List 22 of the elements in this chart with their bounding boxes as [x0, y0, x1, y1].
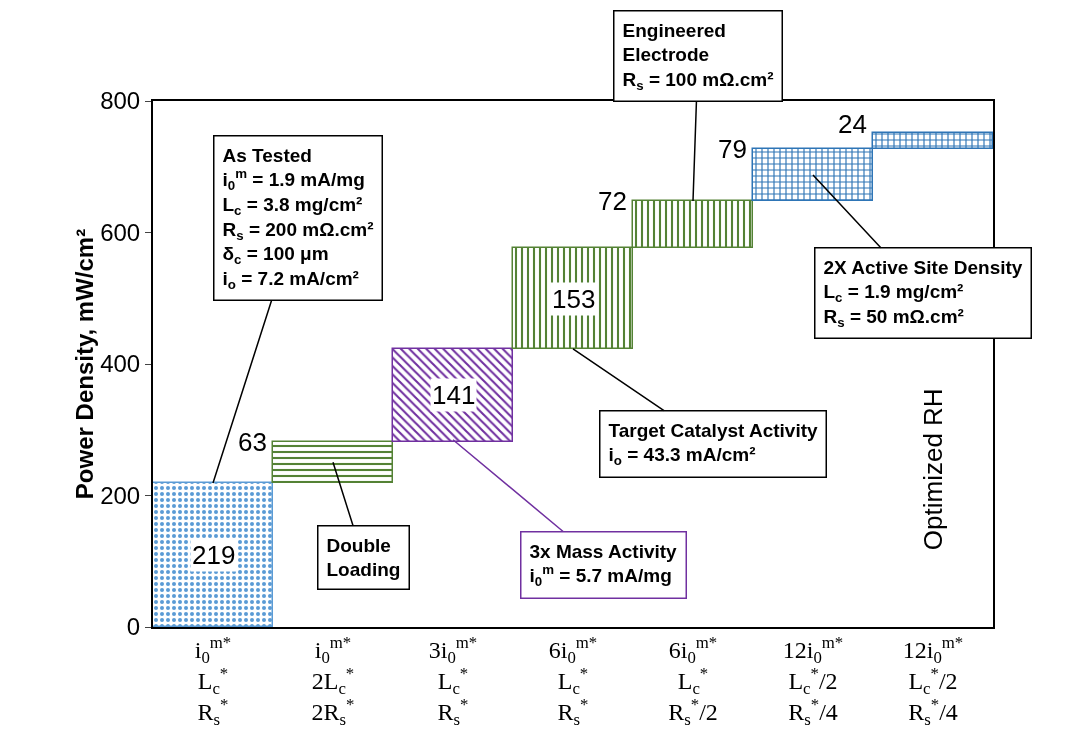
- annotation: Double Loading: [326, 534, 401, 581]
- data-label: 141: [432, 380, 476, 410]
- annotation: 2X Active Site Density L$_{c}$ = 1.9 mg/cm² R$_{s}$ = 50 mΩ.cm²: [823, 256, 1023, 330]
- bar: [271, 440, 393, 483]
- data-label: 153: [552, 284, 596, 314]
- data-label: 24: [838, 109, 867, 139]
- data-label: 63: [238, 427, 267, 457]
- text: Engineered Electrode R$_{s}$ = 100 mΩ.cm²: [622, 19, 774, 93]
- data-label: 72: [598, 186, 627, 216]
- text: As Tested i$_{0}$$^{m}$ = 1.9 mA/mg L$_{c}$ = 3.8 mg/cm² R$_{s}$ = 200 mΩ.cm² δ$_{c}$ = 100 μm i$_{o}$ = 7.2 mA/cm²: [222, 144, 374, 292]
- y-tick-label: 800: [100, 87, 141, 115]
- bar: [153, 481, 273, 627]
- y-tick-label: 0: [126, 613, 141, 641]
- annotation: Target Catalyst Activity i$_{o}$ = 43.3 mA/cm²: [608, 419, 818, 469]
- annotation: 3x Mass Activity i$_{0}$$^{m}$ = 5.7 mA/mg: [529, 540, 678, 590]
- y-tick-label: 600: [100, 218, 141, 246]
- data-label: 79: [718, 134, 747, 164]
- y-tick-label: 200: [100, 481, 141, 509]
- data-label: 219: [192, 540, 236, 570]
- y-axis-title: Power Density, mW/cm²: [71, 228, 99, 500]
- y-tick-label: 400: [100, 350, 141, 378]
- annotation: Optimized RH: [917, 388, 948, 551]
